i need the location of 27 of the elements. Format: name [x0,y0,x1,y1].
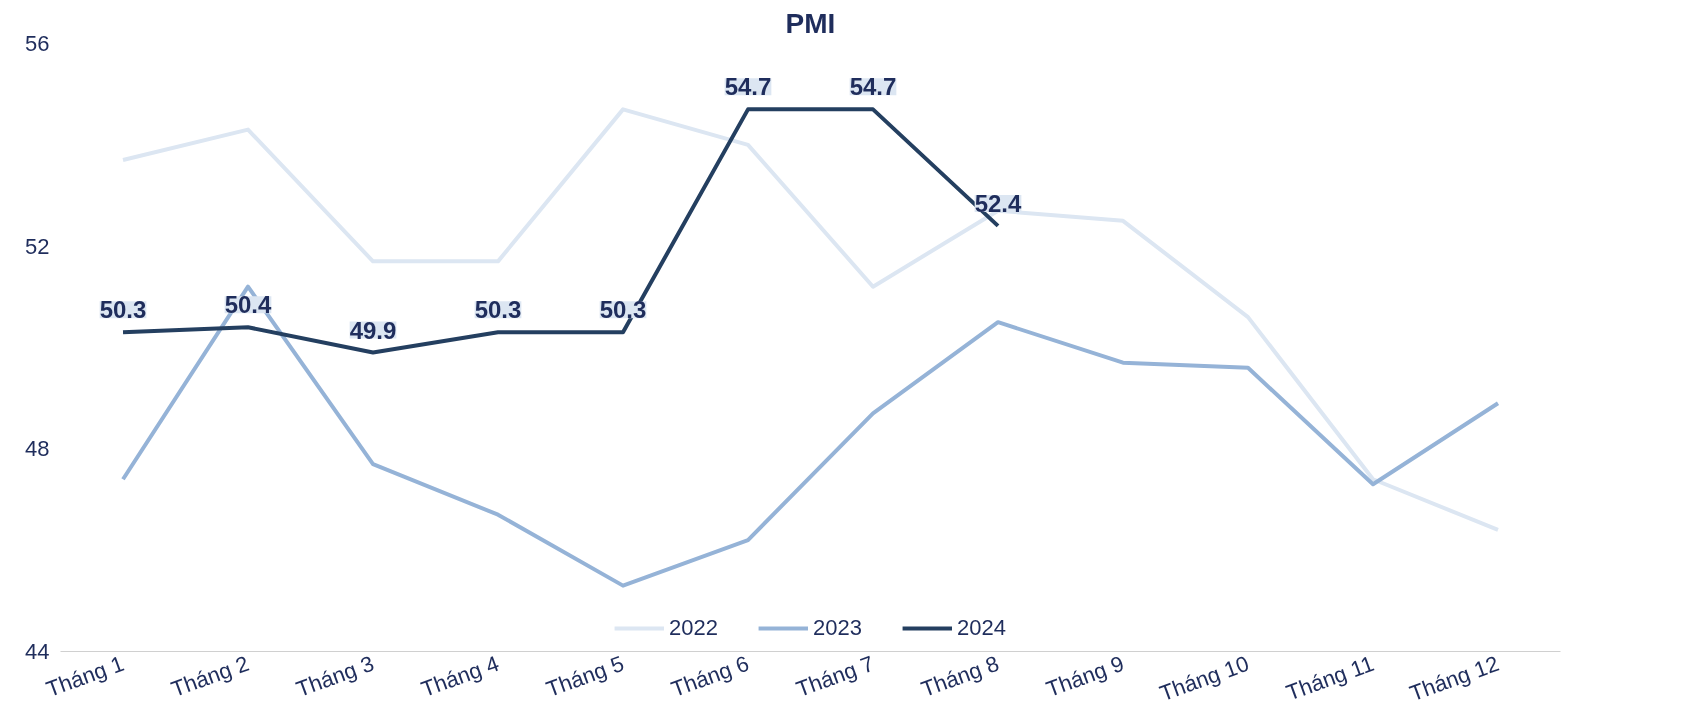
x-tick-label: Tháng 6 [667,650,753,702]
x-tick-label: Tháng 3 [292,650,378,702]
x-tick-label: Tháng 4 [417,650,503,702]
x-tick-label: Tháng 5 [542,650,628,702]
data-label: 50.3 [599,296,647,324]
data-label: 50.3 [99,296,147,324]
legend-label: 2022 [669,615,719,641]
y-tick-label: 48 [25,436,50,462]
data-label: 50.4 [224,291,273,319]
x-tick-label: Tháng 9 [1042,650,1128,702]
data-label: 54.7 [849,73,897,101]
y-tick-label: 44 [25,639,50,664]
data-label: 52.4 [974,189,1023,217]
y-tick-label: 52 [25,233,50,259]
legend-label: 2023 [813,615,862,641]
x-tick-label: Tháng 11 [1282,650,1378,706]
x-tick-label: Tháng 12 [1406,650,1503,707]
legend-label: 2024 [956,615,1006,641]
data-label: 49.9 [349,316,397,344]
y-tick-label: 56 [25,31,50,56]
x-tick-label: Tháng 7 [792,650,878,702]
data-label: 50.3 [474,296,522,324]
x-tick-label: Tháng 8 [917,650,1003,702]
x-tick-label: Tháng 10 [1156,650,1253,707]
x-tick-label: Tháng 2 [167,650,253,702]
chart-title: PMI [785,7,836,39]
data-label: 54.7 [724,73,772,101]
